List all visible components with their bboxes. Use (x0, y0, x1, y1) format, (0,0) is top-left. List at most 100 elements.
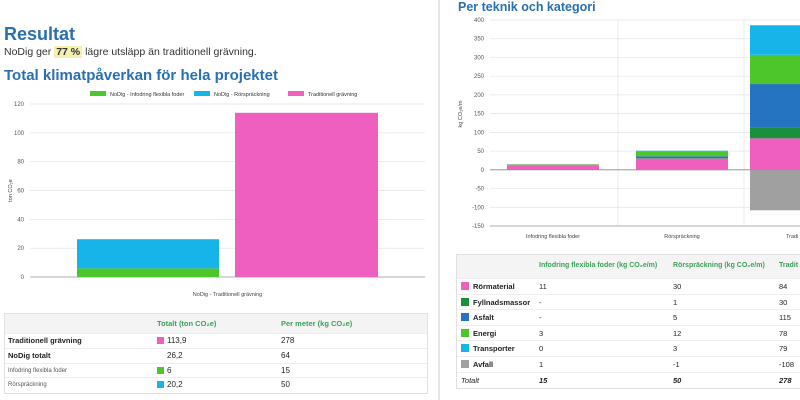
chart-bar (636, 158, 728, 170)
legend-label: NoDig - Rörspräckning (214, 92, 270, 98)
row-per-meter: 50 (281, 380, 290, 390)
cell-rorsprackning: 3 (673, 344, 678, 354)
row-total: 20,2 (157, 380, 183, 389)
row-total-value: 20,2 (167, 380, 183, 390)
row-total-value: 113,9 (167, 336, 187, 345)
y-tick-label: 150 (474, 112, 485, 118)
result-percentage: 77 % (54, 46, 83, 58)
row-per-meter: 15 (281, 365, 290, 375)
cell-rorsprackning: 12 (673, 328, 682, 338)
right-panel: Per teknik och kategori -150 -100 -50 0 50 10… (446, 0, 800, 400)
y-tick-label: -100 (472, 205, 485, 211)
table-row: Avfall 1 -1 -108 (457, 357, 800, 373)
category-table: Infodring flexibla foder (kg CO₂e/m) Rör… (456, 254, 800, 390)
total-impact-chart: NoDig - Infodring flexibla foder NoDig - … (0, 86, 440, 301)
column-header-traditionell: Tradit (779, 262, 799, 269)
row-label: Fyllnadsmassor (461, 297, 531, 307)
x-tick-label: Rörspräckning (664, 234, 699, 240)
cell-infodring: 3 (539, 328, 544, 338)
row-label: NoDig totalt (8, 350, 51, 360)
result-suffix: lägre utsläpp än traditionell grävning. (85, 46, 257, 58)
row-total: 6 (157, 366, 171, 375)
row-label: Traditionell grävning (8, 336, 82, 345)
y-tick-label: 120 (14, 102, 25, 108)
cell-infodring: 1 (539, 359, 544, 369)
table-row: Transporter 0 3 79 (457, 341, 800, 357)
row-label: Transporter (461, 344, 515, 353)
table-row: Traditionell grävning 113,9 278 (5, 334, 427, 349)
cell-rorsprackning: -1 (673, 359, 680, 369)
chart-bar (750, 138, 800, 170)
row-total-value: 26,2 (167, 350, 183, 360)
legend-label: Traditionell grävning (308, 92, 357, 98)
y-tick-label: 50 (477, 149, 484, 155)
row-label-text: Rörmaterial (473, 282, 515, 291)
row-label: Avfall (461, 359, 494, 369)
chart-bar (750, 169, 800, 211)
row-label-text: Energi (473, 328, 497, 338)
table-row: Asfalt - 5 115 (457, 310, 800, 326)
row-per-meter: 278 (281, 336, 295, 345)
table-row: Fyllnadsmassor - 1 30 (457, 295, 800, 311)
cell-traditionell: 278 (779, 375, 792, 385)
cell-rorsprackning: 1 (673, 297, 678, 307)
y-tick-label: 40 (17, 217, 24, 223)
row-label-text: Asfalt (473, 313, 494, 323)
cell-traditionell: 78 (779, 328, 788, 338)
category-chart: -150 -100 -50 0 50 100 150 200 250 300 350 400 kg CO… (446, 14, 800, 246)
table-row: Energi 3 12 78 (457, 326, 800, 342)
row-per-meter: 64 (281, 350, 290, 360)
y-tick-label: 0 (481, 168, 485, 174)
chart-bar (636, 156, 728, 159)
table-header-row: Totalt (ton CO₂e) Per meter (kg CO₂e) (5, 314, 427, 334)
column-header-infodring: Infodring flexibla foder (kg CO₂e/m) (539, 262, 658, 269)
x-axis-label: NoDig - Traditionell grävning (193, 292, 262, 298)
row-total: 113,9 (157, 336, 186, 345)
y-tick-label: 0 (21, 275, 25, 281)
column-header-total: Totalt (ton CO₂e) (157, 319, 217, 328)
row-label-text: Avfall (473, 359, 494, 369)
cell-infodring: 0 (539, 344, 544, 354)
row-label-text: Transporter (473, 344, 515, 354)
table-row: NoDig totalt 26,2 64 (5, 349, 427, 364)
row-label: Totalt (461, 375, 480, 385)
legend-swatch (194, 91, 210, 96)
x-tick-label: Tradi (786, 234, 798, 240)
legend-swatch (157, 337, 164, 344)
row-label: Asfalt (461, 313, 494, 322)
y-tick-label: 350 (474, 37, 485, 43)
left-chart-heading: Total klimatpåverkan för hela projektet (4, 67, 278, 84)
chart-bar (750, 84, 800, 128)
row-label-text: Fyllnadsmassor (473, 297, 531, 307)
legend-swatch (461, 282, 469, 290)
legend-swatch (157, 381, 164, 389)
table-row: Rörmaterial 11 30 84 (457, 279, 800, 295)
cell-traditionell: 115 (779, 313, 791, 323)
row-total: 26,2 (157, 351, 183, 360)
cell-rorsprackning: 30 (673, 282, 682, 291)
y-tick-label: 80 (17, 160, 24, 166)
cell-traditionell: -108 (779, 359, 795, 369)
right-chart-heading: Per teknik och kategori (458, 0, 596, 14)
result-title: Resultat (4, 24, 76, 44)
left-panel: Resultat NoDig ger 77 % lägre utsläpp än… (0, 0, 440, 400)
chart-bar (77, 268, 219, 277)
chart-bar (507, 164, 599, 166)
legend-swatch (157, 352, 164, 359)
chart-bar (750, 25, 800, 55)
legend-swatch (461, 313, 469, 322)
legend-label: NoDig - Infodring flexibla foder (110, 92, 184, 98)
cell-rorsprackning: 50 (673, 375, 682, 385)
table-row: Rörspräckning 20,2 50 (5, 378, 427, 393)
row-label: Rörmaterial (461, 282, 515, 291)
table-total-row: Totalt 15 50 278 (457, 373, 800, 389)
y-tick-label: 100 (14, 131, 25, 137)
cell-traditionell: 79 (779, 344, 788, 354)
legend-swatch (288, 91, 304, 96)
cell-rorsprackning: 5 (673, 313, 678, 323)
legend-swatch (157, 366, 164, 374)
column-header-per-meter: Per meter (kg CO₂e) (281, 319, 353, 328)
result-prefix: NoDig ger (4, 46, 52, 58)
y-tick-label: 300 (474, 55, 485, 61)
cell-infodring: - (539, 297, 542, 307)
